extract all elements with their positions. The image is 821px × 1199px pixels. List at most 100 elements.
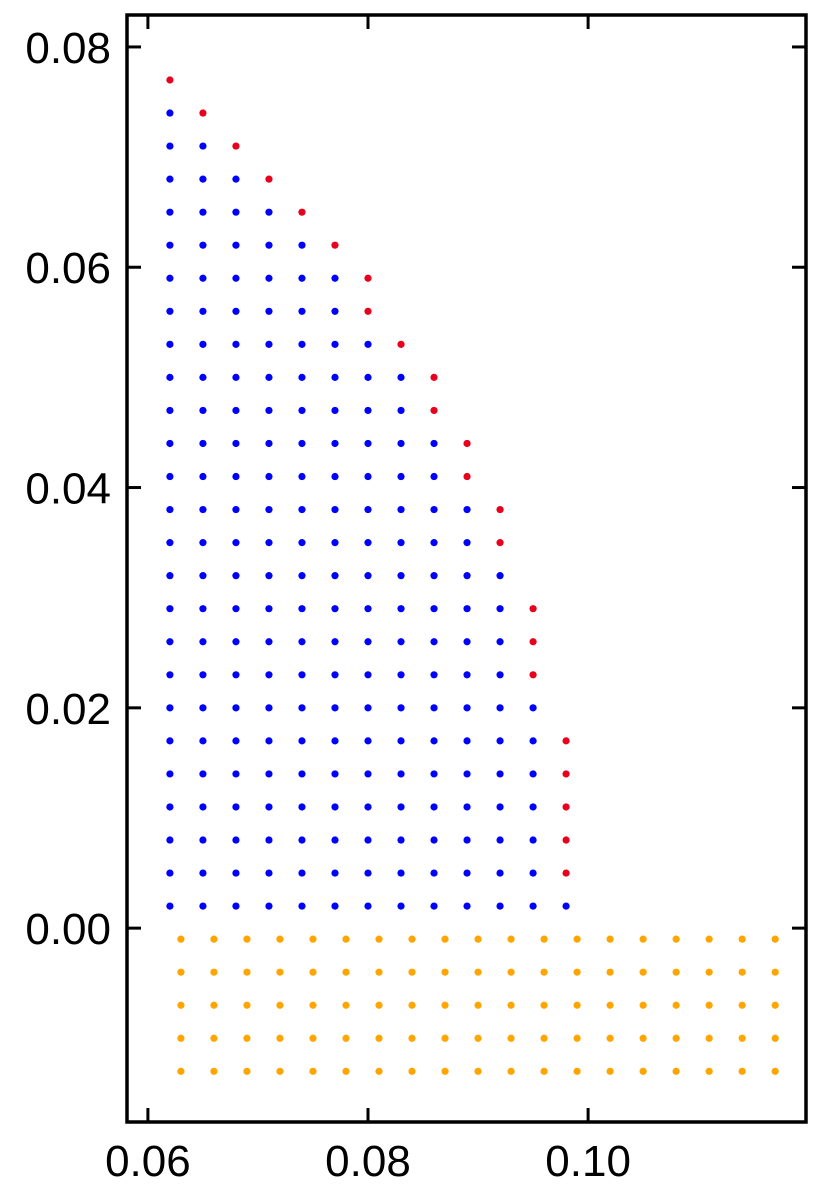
- point: [771, 935, 779, 943]
- point: [298, 307, 306, 315]
- point: [166, 770, 174, 778]
- point: [672, 1067, 680, 1075]
- point: [496, 572, 504, 580]
- point: [232, 439, 240, 448]
- point: [529, 869, 537, 877]
- point: [397, 605, 405, 613]
- point: [177, 1034, 185, 1042]
- point: [199, 373, 207, 381]
- point: [562, 770, 570, 778]
- point: [199, 142, 207, 150]
- point: [364, 638, 372, 646]
- point: [232, 638, 240, 646]
- point: [199, 208, 207, 216]
- point: [331, 737, 339, 745]
- point: [529, 737, 537, 745]
- point: [562, 737, 570, 745]
- point: [298, 572, 306, 580]
- point: [364, 505, 372, 514]
- point: [672, 1001, 680, 1009]
- point: [397, 373, 405, 381]
- point: [463, 836, 471, 844]
- point: [639, 1001, 647, 1009]
- point: [199, 869, 207, 877]
- point: [166, 605, 174, 613]
- point: [771, 1067, 779, 1075]
- point: [364, 572, 372, 580]
- point: [364, 671, 372, 679]
- point: [606, 935, 614, 943]
- point: [364, 274, 372, 282]
- point: [397, 638, 405, 646]
- point: [430, 737, 438, 745]
- point: [705, 935, 713, 943]
- point: [232, 869, 240, 877]
- point: [309, 1001, 317, 1009]
- point: [298, 902, 306, 910]
- point: [529, 605, 537, 613]
- point: [364, 902, 372, 910]
- point: [529, 671, 537, 679]
- point: [496, 539, 504, 547]
- point: [232, 539, 240, 547]
- point: [496, 770, 504, 778]
- point: [265, 175, 273, 183]
- point: [606, 1067, 614, 1075]
- point: [507, 935, 515, 943]
- point: [265, 241, 273, 249]
- point: [408, 1067, 416, 1075]
- point: [705, 1067, 713, 1075]
- point: [166, 869, 174, 877]
- point: [540, 1067, 548, 1075]
- point: [166, 175, 174, 183]
- point: [210, 1067, 218, 1075]
- point: [738, 1067, 746, 1075]
- point: [199, 472, 207, 481]
- point: [298, 737, 306, 745]
- point: [430, 869, 438, 877]
- point: [199, 340, 207, 348]
- point: [298, 208, 306, 216]
- point: [265, 274, 273, 282]
- point: [606, 1001, 614, 1009]
- point: [496, 671, 504, 679]
- point: [243, 1034, 251, 1042]
- point: [430, 572, 438, 580]
- point: [298, 605, 306, 613]
- point: [474, 1001, 482, 1009]
- point: [265, 671, 273, 679]
- point: [298, 770, 306, 778]
- point: [771, 968, 779, 976]
- point: [243, 1067, 251, 1075]
- point: [375, 935, 383, 943]
- point: [265, 539, 273, 547]
- point: [331, 505, 339, 514]
- point: [199, 836, 207, 844]
- point: [738, 1001, 746, 1009]
- point: [265, 836, 273, 844]
- point: [232, 472, 240, 481]
- point: [397, 572, 405, 580]
- point: [430, 704, 438, 712]
- point: [199, 539, 207, 547]
- point: [166, 274, 174, 282]
- point: [507, 1001, 515, 1009]
- point: [375, 1001, 383, 1009]
- point: [199, 770, 207, 778]
- point: [265, 605, 273, 613]
- point: [199, 803, 207, 811]
- point: [496, 737, 504, 745]
- point: [430, 902, 438, 910]
- point: [463, 737, 471, 745]
- point: [562, 836, 570, 844]
- point: [331, 406, 339, 415]
- point: [276, 935, 284, 943]
- point: [166, 208, 174, 216]
- point: [199, 439, 207, 448]
- point: [430, 505, 438, 514]
- point: [529, 704, 537, 712]
- point: [298, 704, 306, 712]
- point: [199, 406, 207, 415]
- point: [298, 638, 306, 646]
- point: [463, 572, 471, 580]
